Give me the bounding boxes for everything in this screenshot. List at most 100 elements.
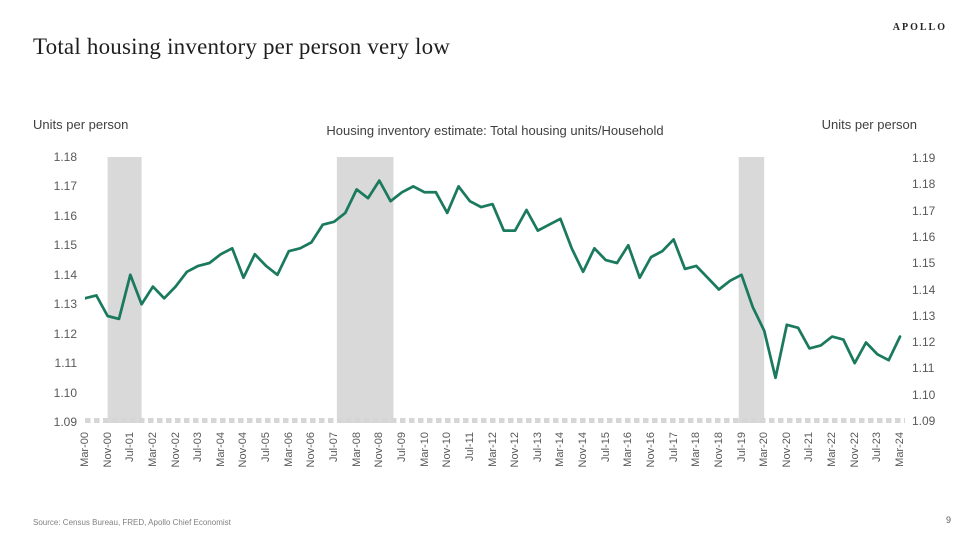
- axis-tick-dash: [733, 418, 739, 423]
- left-axis-tick: 1.09: [53, 415, 77, 429]
- right-axis-tick: 1.09: [912, 414, 936, 428]
- axis-tick-dash: [157, 418, 163, 423]
- x-axis-tick: Jul-09: [395, 432, 408, 462]
- left-axis-tick: 1.10: [53, 385, 77, 400]
- x-axis-tick: Jul-15: [599, 432, 612, 462]
- axis-tick-dash: [598, 418, 604, 423]
- axis-tick-dash: [391, 418, 397, 423]
- axis-tick-dash: [571, 418, 577, 423]
- axis-tick-dash: [346, 418, 352, 423]
- axis-tick-dash: [247, 418, 253, 423]
- axis-tick-dash: [751, 418, 757, 423]
- axis-tick-dash: [508, 418, 514, 423]
- axis-tick-dash: [778, 418, 784, 423]
- page-title: Total housing inventory per person very …: [33, 34, 451, 59]
- axis-tick-dash: [688, 418, 694, 423]
- axis-tick-dash: [562, 418, 568, 423]
- x-axis-tick: Nov-16: [644, 432, 657, 468]
- axis-tick-dash: [634, 418, 640, 423]
- axis-tick-dash: [103, 418, 109, 423]
- x-axis-tick-strip: [85, 418, 905, 423]
- left-axis-tick: 1.17: [53, 179, 77, 194]
- x-axis-tick: Nov-00: [101, 432, 114, 468]
- x-axis-tick: Jul-07: [328, 432, 341, 462]
- axis-tick-dash: [670, 418, 676, 423]
- axis-tick-dash: [85, 418, 91, 423]
- axis-tick-dash: [742, 418, 748, 423]
- axis-tick-dash: [175, 418, 181, 423]
- line-chart-plot-area: [85, 157, 905, 423]
- x-axis-tick: Mar-06: [282, 432, 295, 467]
- axis-tick-dash: [499, 418, 505, 423]
- axis-tick-dash: [364, 418, 370, 423]
- x-axis-tick: Mar-18: [690, 432, 703, 467]
- right-axis-tick: 1.17: [912, 203, 936, 218]
- axis-tick-dash: [517, 418, 523, 423]
- axis-tick-dash: [904, 418, 905, 423]
- axis-tick-dash: [130, 418, 136, 423]
- chart-title: Housing inventory estimate: Total housin…: [326, 123, 664, 138]
- axis-tick-dash: [355, 418, 361, 423]
- x-axis-tick: Mar-16: [622, 432, 635, 467]
- axis-tick-dash: [490, 418, 496, 423]
- x-axis-tick: Nov-02: [169, 432, 182, 468]
- axis-tick-dash: [544, 418, 550, 423]
- axis-tick-dash: [787, 418, 793, 423]
- axis-tick-dash: [643, 418, 649, 423]
- axis-tick-dash: [94, 418, 100, 423]
- x-axis-tick: Jul-03: [192, 432, 205, 462]
- x-axis-tick: Mar-24: [894, 432, 906, 467]
- axis-tick-dash: [310, 418, 316, 423]
- right-axis-tick: 1.18: [912, 177, 936, 192]
- axis-tick-dash: [418, 418, 424, 423]
- axis-tick-dash: [193, 418, 199, 423]
- axis-tick-dash: [427, 418, 433, 423]
- axis-tick-dash: [112, 418, 118, 423]
- x-axis-tick: Jul-13: [531, 432, 544, 462]
- axis-tick-dash: [715, 418, 721, 423]
- left-axis-tick: 1.16: [53, 208, 77, 223]
- x-axis-tick: Nov-18: [712, 432, 725, 468]
- x-axis-tick: Jul-17: [667, 432, 680, 462]
- axis-tick-dash: [724, 418, 730, 423]
- right-axis-tick: 1.11: [912, 361, 935, 376]
- axis-tick-dash: [229, 418, 235, 423]
- axis-tick-dash: [445, 418, 451, 423]
- x-axis-tick: Mar-04: [214, 432, 227, 467]
- x-axis-tick: Jul-05: [260, 432, 273, 462]
- axis-tick-dash: [760, 418, 766, 423]
- left-axis-tick: 1.14: [53, 267, 77, 282]
- right-axis-tick: 1.16: [912, 229, 936, 244]
- axis-tick-dash: [481, 418, 487, 423]
- axis-tick-dash: [661, 418, 667, 423]
- axis-tick-dash: [868, 418, 874, 423]
- axis-tick-dash: [625, 418, 631, 423]
- x-axis-tick: Nov-04: [237, 432, 250, 468]
- left-axis-title: Units per person: [33, 117, 129, 132]
- axis-tick-dash: [139, 418, 145, 423]
- right-axis-tick: 1.15: [912, 256, 936, 271]
- axis-tick-dash: [472, 418, 478, 423]
- axis-tick-dash: [256, 418, 262, 423]
- axis-tick-dash: [238, 418, 244, 423]
- axis-tick-dash: [454, 418, 460, 423]
- left-axis-tick: 1.15: [53, 238, 77, 253]
- x-axis-tick: Mar-12: [486, 432, 499, 467]
- axis-tick-dash: [121, 418, 127, 423]
- right-axis-tick: 1.13: [912, 308, 936, 323]
- right-axis-tick: 1.10: [912, 387, 936, 402]
- axis-tick-dash: [328, 418, 334, 423]
- x-axis-tick: Mar-10: [418, 432, 431, 467]
- left-axis-tick: 1.13: [53, 297, 77, 312]
- x-axis-tick: Jul-23: [871, 432, 884, 462]
- x-axis-tick: Nov-22: [848, 432, 861, 468]
- axis-tick-dash: [283, 418, 289, 423]
- axis-tick-dash: [373, 418, 379, 423]
- x-axis-tick: Nov-12: [509, 432, 522, 468]
- recession-band: [336, 157, 394, 423]
- axis-tick-dash: [697, 418, 703, 423]
- x-axis-tick: Nov-08: [373, 432, 386, 468]
- x-axis-tick: Mar-00: [79, 432, 91, 467]
- x-axis-tick: Nov-10: [441, 432, 454, 468]
- axis-tick-dash: [202, 418, 208, 423]
